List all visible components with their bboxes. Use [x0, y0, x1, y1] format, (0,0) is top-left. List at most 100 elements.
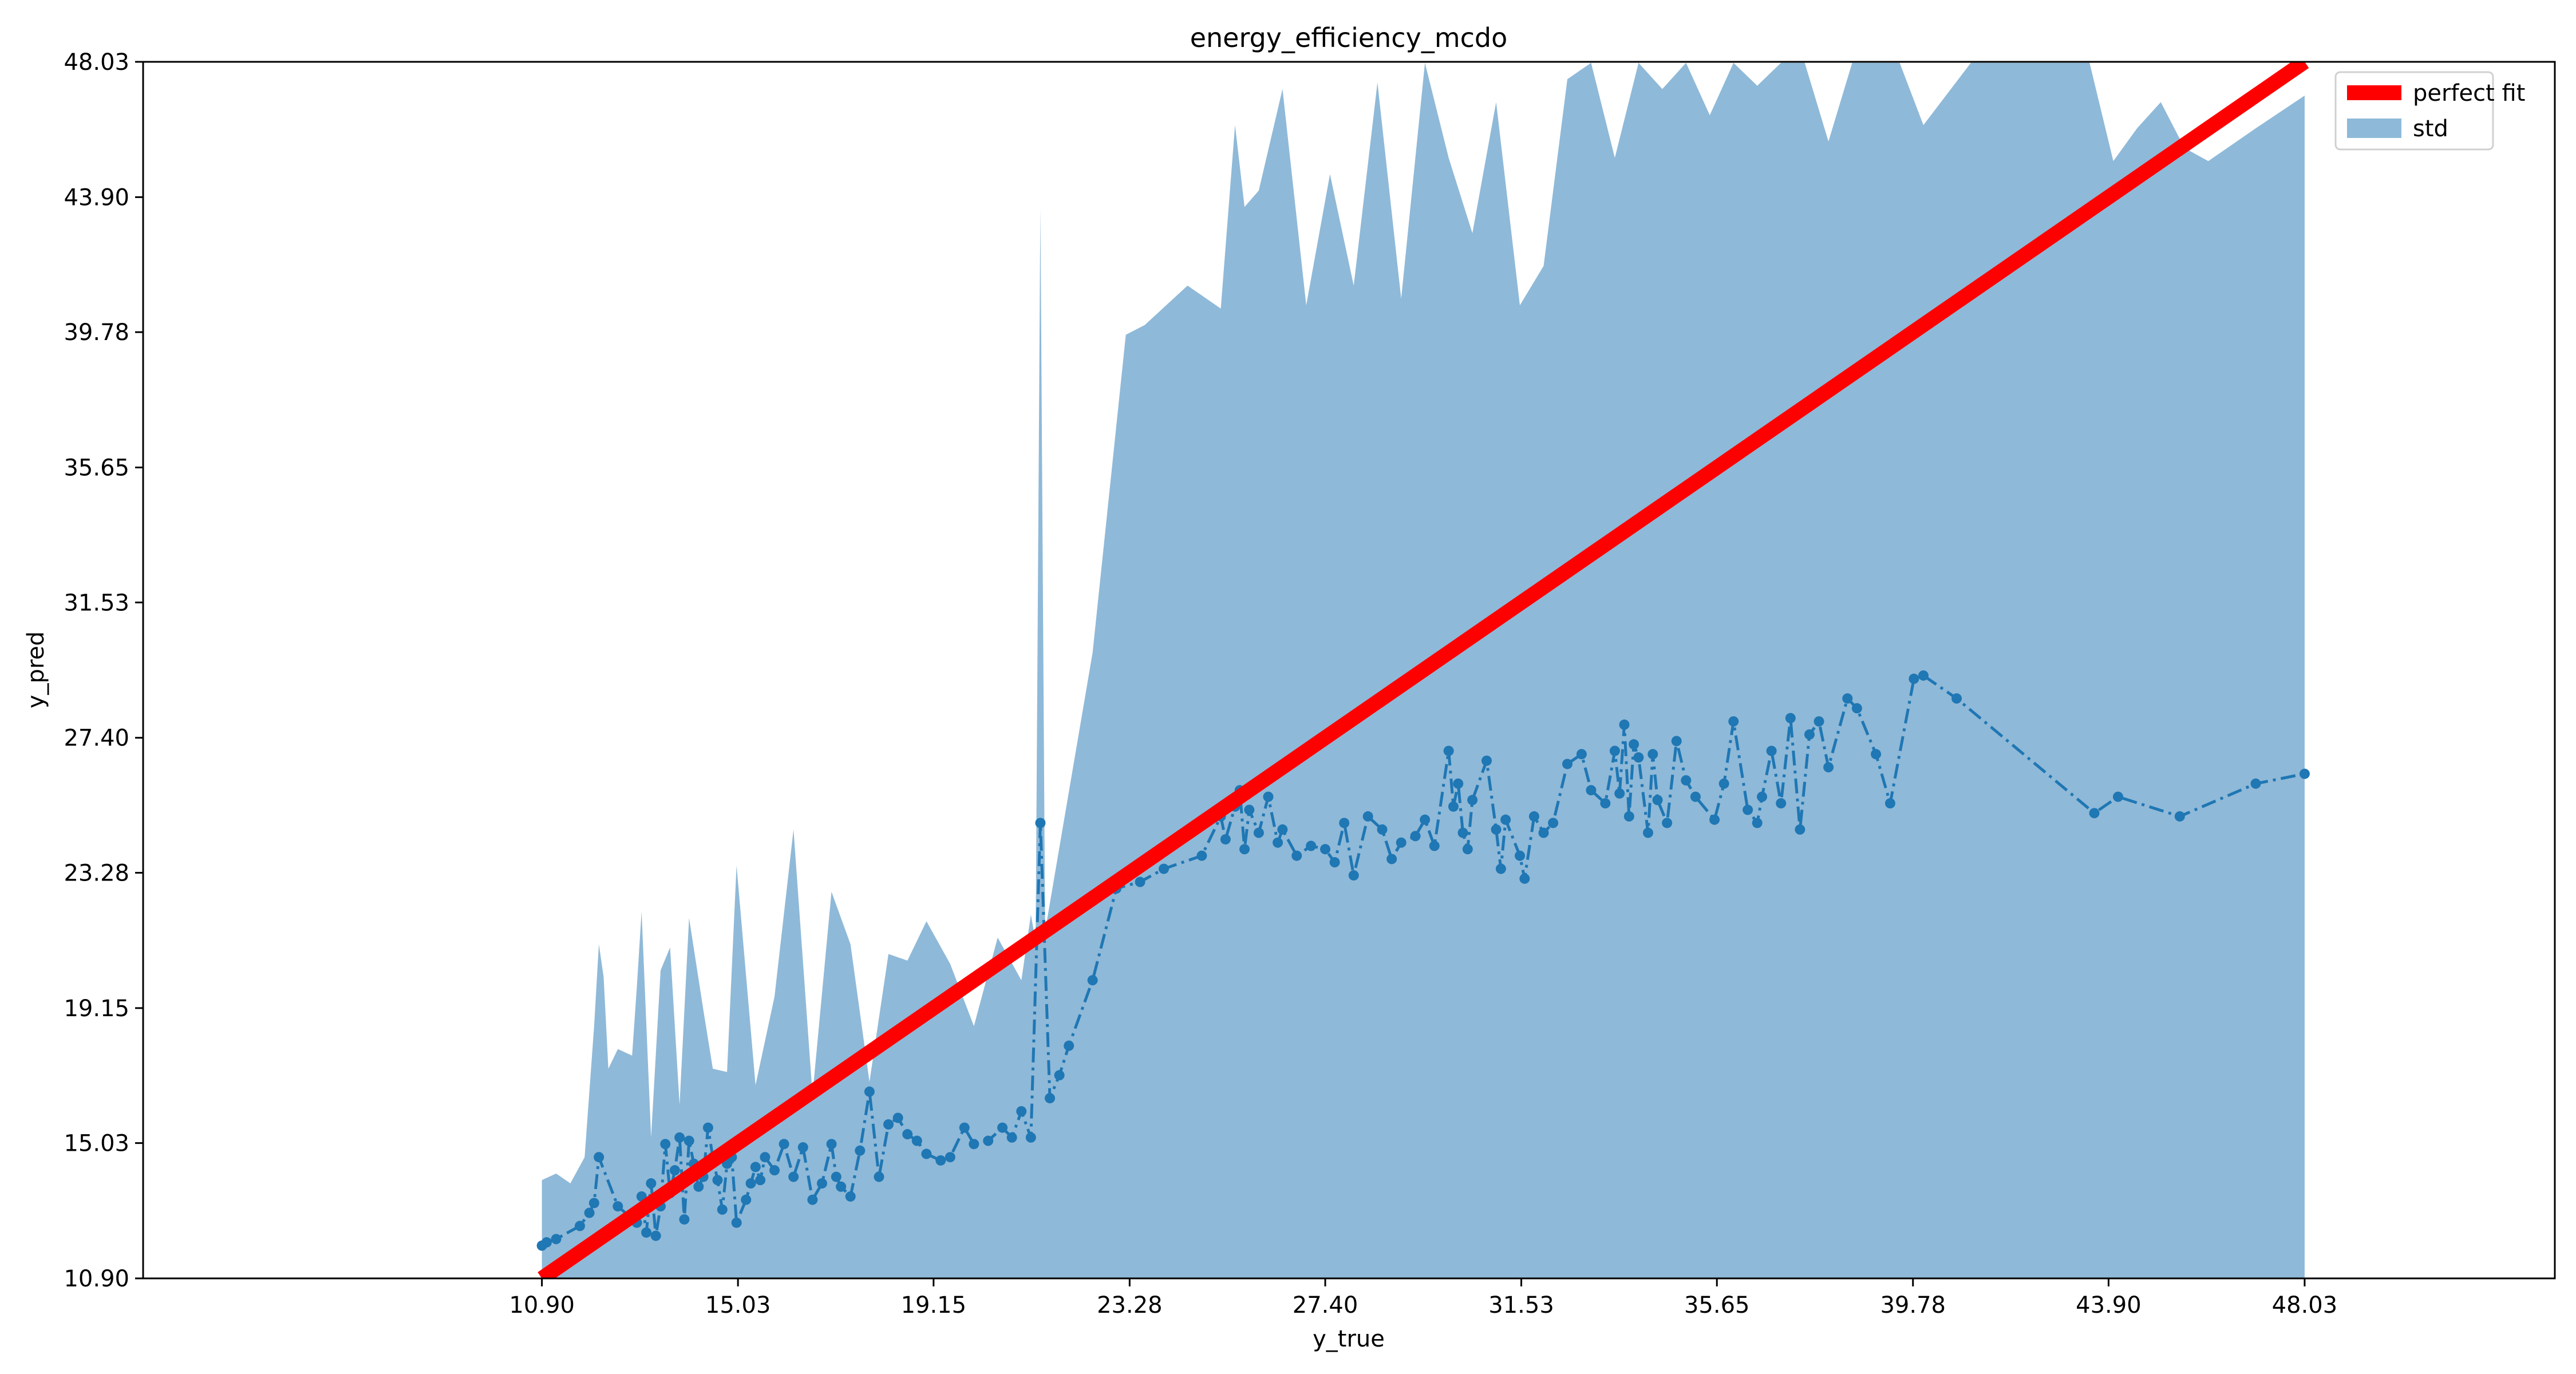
prediction-point	[883, 1119, 894, 1130]
prediction-point	[2174, 811, 2185, 822]
prediction-point	[1135, 876, 1145, 887]
prediction-point	[1159, 863, 1170, 874]
prediction-point	[1253, 827, 1264, 838]
x-tick-label: 10.90	[509, 1292, 575, 1318]
prediction-point	[1443, 745, 1454, 756]
prediction-point	[588, 1198, 599, 1209]
prediction-point	[1320, 844, 1331, 855]
prediction-point	[1851, 703, 1862, 714]
prediction-point	[826, 1139, 837, 1150]
legend: perfect fit std	[2334, 71, 2525, 151]
y-axis-label: y_pred	[23, 631, 49, 709]
y-tick-label: 39.78	[64, 319, 129, 346]
y-tick-label: 31.53	[64, 590, 129, 616]
prediction-point	[1244, 804, 1255, 815]
prediction-point	[845, 1191, 856, 1202]
y-axis: 10.90 15.03 19.15 23.28 27.40 31.53 35.65 39.78…	[64, 49, 143, 1292]
prediction-point	[650, 1230, 661, 1241]
prediction-point	[1609, 745, 1620, 756]
prediction-point	[779, 1139, 789, 1150]
prediction-point	[1652, 795, 1663, 806]
prediction-point	[1633, 752, 1644, 763]
prediction-point	[683, 1135, 694, 1146]
prediction-point	[1614, 788, 1625, 799]
prediction-point	[797, 1142, 808, 1153]
prediction-point	[1220, 834, 1231, 845]
x-tick-label: 27.40	[1293, 1292, 1358, 1318]
prediction-point	[1785, 713, 1796, 724]
prediction-point	[717, 1204, 728, 1215]
prediction-point	[1462, 844, 1473, 855]
prediction-point	[1728, 716, 1739, 727]
prediction-point	[1562, 759, 1573, 769]
prediction-point	[1515, 850, 1526, 861]
prediction-point	[1016, 1106, 1027, 1117]
x-axis: 10.90 15.03 19.15 23.28 27.40 31.53 35.65 39.78…	[509, 1278, 2337, 1318]
prediction-point	[1814, 716, 1824, 727]
prediction-point	[551, 1234, 562, 1245]
x-tick-label: 43.90	[2076, 1292, 2142, 1318]
prediction-point	[741, 1194, 752, 1205]
x-axis-label: y_true	[1313, 1326, 1385, 1352]
prediction-point	[731, 1217, 742, 1228]
prediction-point	[1629, 739, 1639, 750]
prediction-point	[1006, 1132, 1017, 1143]
prediction-point	[646, 1178, 657, 1189]
prediction-point	[1045, 1093, 1056, 1104]
prediction-point	[1306, 840, 1317, 851]
y-tick-label: 27.40	[64, 725, 129, 752]
prediction-point	[755, 1175, 766, 1186]
prediction-point	[1743, 804, 1753, 815]
chart-title: energy_efficiency_mcdo	[1190, 22, 1508, 53]
prediction-point	[1362, 811, 1373, 822]
prediction-point	[892, 1112, 903, 1123]
prediction-point	[760, 1152, 771, 1163]
prediction-point	[874, 1171, 884, 1182]
prediction-point	[935, 1155, 946, 1166]
prediction-point	[594, 1152, 605, 1163]
prediction-point	[1718, 778, 1729, 789]
prediction-point	[1500, 814, 1511, 825]
legend-perfect-fit-label: perfect fit	[2413, 80, 2525, 106]
prediction-point	[1690, 791, 1701, 802]
prediction-point	[921, 1148, 932, 1159]
prediction-point	[831, 1171, 841, 1182]
prediction-point	[1495, 863, 1506, 874]
prediction-point	[1453, 778, 1464, 789]
prediction-point	[1448, 801, 1459, 812]
y-tick-label: 48.03	[64, 49, 129, 76]
prediction-point	[660, 1139, 671, 1150]
prediction-point	[855, 1145, 866, 1156]
prediction-point	[1457, 827, 1468, 838]
prediction-point	[1662, 818, 1673, 828]
prediction-point	[1467, 795, 1478, 806]
prediction-point	[1918, 670, 1929, 681]
prediction-point	[1671, 736, 1682, 747]
prediction-point	[1709, 814, 1720, 825]
prediction-point	[712, 1175, 723, 1186]
perfect-fit-line	[538, 62, 2309, 1278]
prediction-point	[788, 1171, 799, 1182]
prediction-point	[1273, 837, 1283, 848]
y-tick-label: 43.90	[64, 184, 129, 211]
prediction-point	[997, 1122, 1008, 1133]
prediction-point	[1263, 791, 1274, 802]
prediction-point	[679, 1214, 690, 1225]
prediction-point	[1291, 850, 1302, 861]
prediction-point	[902, 1129, 913, 1140]
prediction-point	[1239, 844, 1250, 855]
prediction-point	[1025, 1132, 1036, 1143]
prediction-point	[1647, 749, 1658, 760]
prediction-point	[1329, 857, 1340, 868]
prediction-point	[1804, 729, 1815, 740]
prediction-point	[2250, 778, 2261, 789]
prediction-point	[1035, 818, 1046, 828]
x-tick-label: 48.03	[2272, 1292, 2338, 1318]
y-tick-label: 19.15	[64, 996, 129, 1022]
prediction-point	[1776, 798, 1787, 809]
prediction-point	[1348, 870, 1359, 881]
prediction-point	[1519, 873, 1530, 884]
prediction-point	[1766, 745, 1777, 756]
prediction-point	[1752, 818, 1763, 828]
prediction-point	[1528, 811, 1539, 822]
